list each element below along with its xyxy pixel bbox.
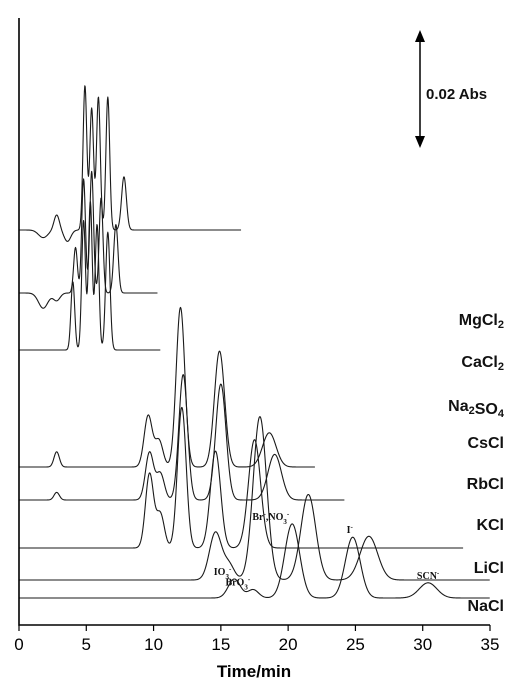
series-label-kcl: KCl [476,517,504,534]
x-tick-label-10: 10 [144,635,163,654]
trace-nacl [18,523,490,599]
series-label-cacl2: CaCl2 [461,354,504,373]
peak-label-nacl-1: BrO3- [225,576,250,592]
trace-kcl [18,406,464,549]
series-label-licl: LiCl [474,560,504,577]
x-tick-label-30: 30 [413,635,432,654]
traces-group [18,85,490,599]
scale-bar: 0.02 Abs [415,30,487,148]
salt-labels-group: NaCl LiCl KCl RbCl CsCl Na2SO4 CaCl2 MgCl2 [448,312,505,615]
series-label-rbcl: RbCl [467,476,504,493]
series-label-na2so4: Na2SO4 [448,398,505,420]
x-axis-title: Time/min [217,662,291,681]
series-label-cscl: CsCl [468,435,504,452]
peak-label-nacl-0: IO3- [214,565,232,581]
peak-label-nacl-3: I- [347,523,354,536]
x-ticks-group: 0 5 10 15 20 25 30 35 [14,625,499,654]
peak-label-nacl-2: Br-,NO3- [252,510,289,526]
series-label-mgcl2: MgCl2 [459,312,504,331]
trace-mgcl2 [18,85,242,242]
x-tick-label-20: 20 [279,635,298,654]
x-tick-label-25: 25 [346,635,365,654]
x-tick-label-0: 0 [14,635,23,654]
x-tick-label-15: 15 [211,635,230,654]
arrow-up-icon [415,30,425,42]
x-tick-label-5: 5 [82,635,91,654]
x-tick-label-35: 35 [481,635,500,654]
series-label-nacl: NaCl [468,598,504,615]
trace-cacl2 [18,170,158,309]
trace-cscl [18,306,316,468]
trace-rbcl [18,374,345,501]
peak-label-nacl-4: SCN- [417,569,440,582]
peak-labels-group: IO3-BrO3- Br-,NO3- I- SCN- [214,510,440,592]
arrow-down-icon [415,136,425,148]
trace-licl [18,416,490,581]
scale-bar-label: 0.02 Abs [426,86,487,103]
